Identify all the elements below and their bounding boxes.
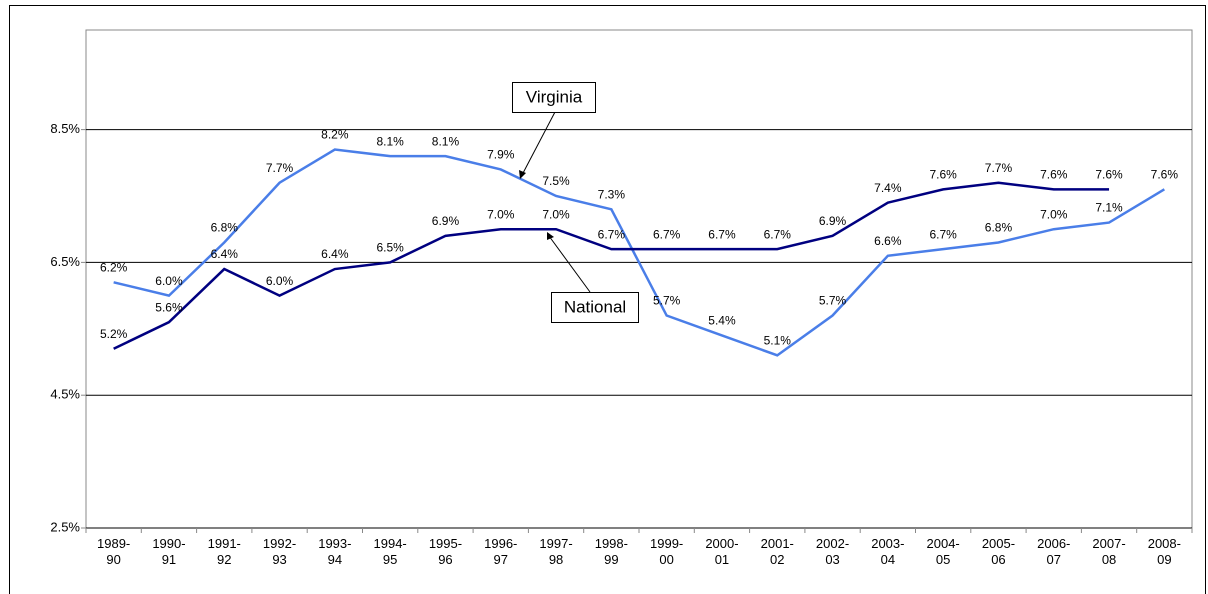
data-label: 7.3% — [598, 187, 626, 201]
annotation: National — [564, 297, 626, 316]
data-label: 7.6% — [1151, 168, 1179, 182]
data-label: 7.0% — [1040, 207, 1068, 221]
series-line — [113, 181, 1110, 350]
data-label: 6.7% — [764, 227, 792, 241]
data-label: 6.4% — [211, 247, 239, 261]
arrow — [548, 235, 591, 293]
data-label: 6.0% — [266, 274, 294, 288]
data-label: 6.8% — [985, 221, 1013, 235]
x-tick-label: 1991-92 — [207, 536, 241, 567]
arrow-head — [519, 170, 526, 179]
data-label: 7.1% — [1095, 201, 1123, 215]
annotations: Virginia National — [512, 82, 639, 323]
x-tick-label: 1996-97 — [484, 536, 518, 567]
data-label: 7.0% — [542, 207, 570, 221]
x-tick-label: 2006-07 — [1037, 536, 1071, 567]
chart-border — [9, 5, 1206, 594]
data-label: 5.6% — [155, 300, 183, 314]
data-label: 6.7% — [653, 227, 681, 241]
annotation-box — [551, 292, 639, 323]
x-tick-label: 1992-93 — [262, 536, 297, 567]
data-label: 7.6% — [929, 168, 957, 182]
x-tick-label: 1993-94 — [318, 536, 352, 567]
data-label: 8.1% — [432, 134, 460, 148]
x-tick-label: 2002-03 — [815, 536, 850, 567]
data-label: 7.5% — [542, 174, 570, 188]
x-tick-label: 2000-01 — [705, 536, 739, 567]
data-label: 6.5% — [376, 241, 404, 255]
data-label: 7.9% — [487, 148, 515, 162]
y-tick-label: 4.5% — [50, 387, 80, 402]
data-label: 6.0% — [155, 274, 183, 288]
annotation-box — [512, 82, 596, 113]
data-label: 6.7% — [929, 227, 957, 241]
data-label: 7.4% — [874, 181, 902, 195]
x-tick-label: 1998-99 — [594, 536, 628, 567]
annotation: Virginia — [526, 87, 583, 106]
arrow — [521, 111, 556, 176]
x-tick-label: 2007-08 — [1092, 536, 1126, 567]
x-tick-label: 1994-95 — [373, 536, 407, 567]
x-tick-label: 2001-02 — [760, 536, 794, 567]
data-label: 6.7% — [598, 227, 626, 241]
data-label: 5.7% — [819, 294, 847, 308]
data-label: 6.6% — [874, 234, 902, 248]
x-tick-label: 1990-91 — [152, 536, 186, 567]
data-label: 7.0% — [487, 207, 515, 221]
x-tick-label: 2008-09 — [1147, 536, 1181, 567]
y-tick-label: 8.5% — [50, 121, 80, 136]
y-tick-label: 6.5% — [50, 254, 80, 269]
x-tick-label: 2003-04 — [871, 536, 905, 567]
data-label: 8.2% — [321, 128, 349, 142]
data-label: 6.9% — [432, 214, 460, 228]
data-label: 6.8% — [211, 221, 239, 235]
x-tick-label: 1989-90 — [97, 536, 131, 567]
data-label: 6.9% — [819, 214, 847, 228]
y-tick-label: 2.5% — [50, 519, 80, 534]
series-line — [113, 148, 1165, 357]
x-tick-label: 1999-00 — [650, 536, 684, 567]
plot-area — [85, 29, 1193, 529]
data-label: 8.1% — [376, 134, 404, 148]
data-label: 5.4% — [708, 314, 736, 328]
data-label: 7.6% — [1095, 168, 1123, 182]
data-label: 5.2% — [100, 327, 128, 341]
data-label: 5.1% — [764, 334, 792, 348]
data-label: 6.2% — [100, 260, 128, 274]
arrow-head — [547, 232, 554, 240]
data-label: 5.7% — [653, 294, 681, 308]
data-label: 7.7% — [985, 161, 1013, 175]
data-label: 7.6% — [1040, 168, 1068, 182]
x-tick-label: 2005-06 — [981, 536, 1016, 567]
data-label: 6.7% — [708, 227, 736, 241]
data-label: 6.4% — [321, 247, 349, 261]
x-tick-label: 1997-98 — [539, 536, 573, 567]
x-tick-label: 2004-05 — [926, 536, 960, 567]
data-label: 7.7% — [266, 161, 294, 175]
x-tick-label: 1995-96 — [428, 536, 463, 567]
